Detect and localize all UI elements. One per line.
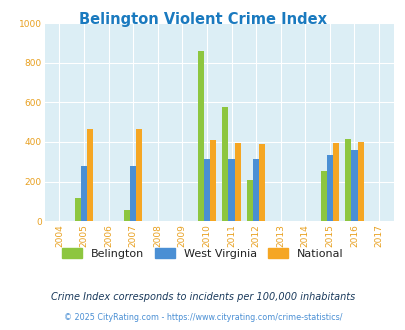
Bar (258, 144, 265, 221)
Bar (228, 159, 234, 221)
Bar (320, 171, 326, 221)
Bar (344, 139, 351, 221)
Bar (203, 159, 209, 221)
Text: Crime Index corresponds to incidents per 100,000 inhabitants: Crime Index corresponds to incidents per… (51, 292, 354, 302)
Bar (197, 51, 203, 221)
Bar (246, 180, 252, 221)
Bar (136, 129, 142, 221)
Bar (87, 129, 93, 221)
Legend: Belington, West Virginia, National: Belington, West Virginia, National (58, 244, 347, 263)
Bar (234, 143, 240, 221)
Bar (209, 140, 215, 221)
Bar (81, 166, 87, 221)
Text: Belington Violent Crime Index: Belington Violent Crime Index (79, 12, 326, 26)
Text: © 2025 CityRating.com - https://www.cityrating.com/crime-statistics/: © 2025 CityRating.com - https://www.city… (64, 313, 341, 322)
Bar (124, 210, 130, 221)
Bar (351, 150, 357, 221)
Bar (252, 159, 258, 221)
Bar (75, 198, 81, 221)
Bar (332, 143, 338, 221)
Bar (130, 166, 136, 221)
Bar (326, 155, 332, 221)
Bar (357, 142, 363, 221)
Bar (222, 107, 228, 221)
